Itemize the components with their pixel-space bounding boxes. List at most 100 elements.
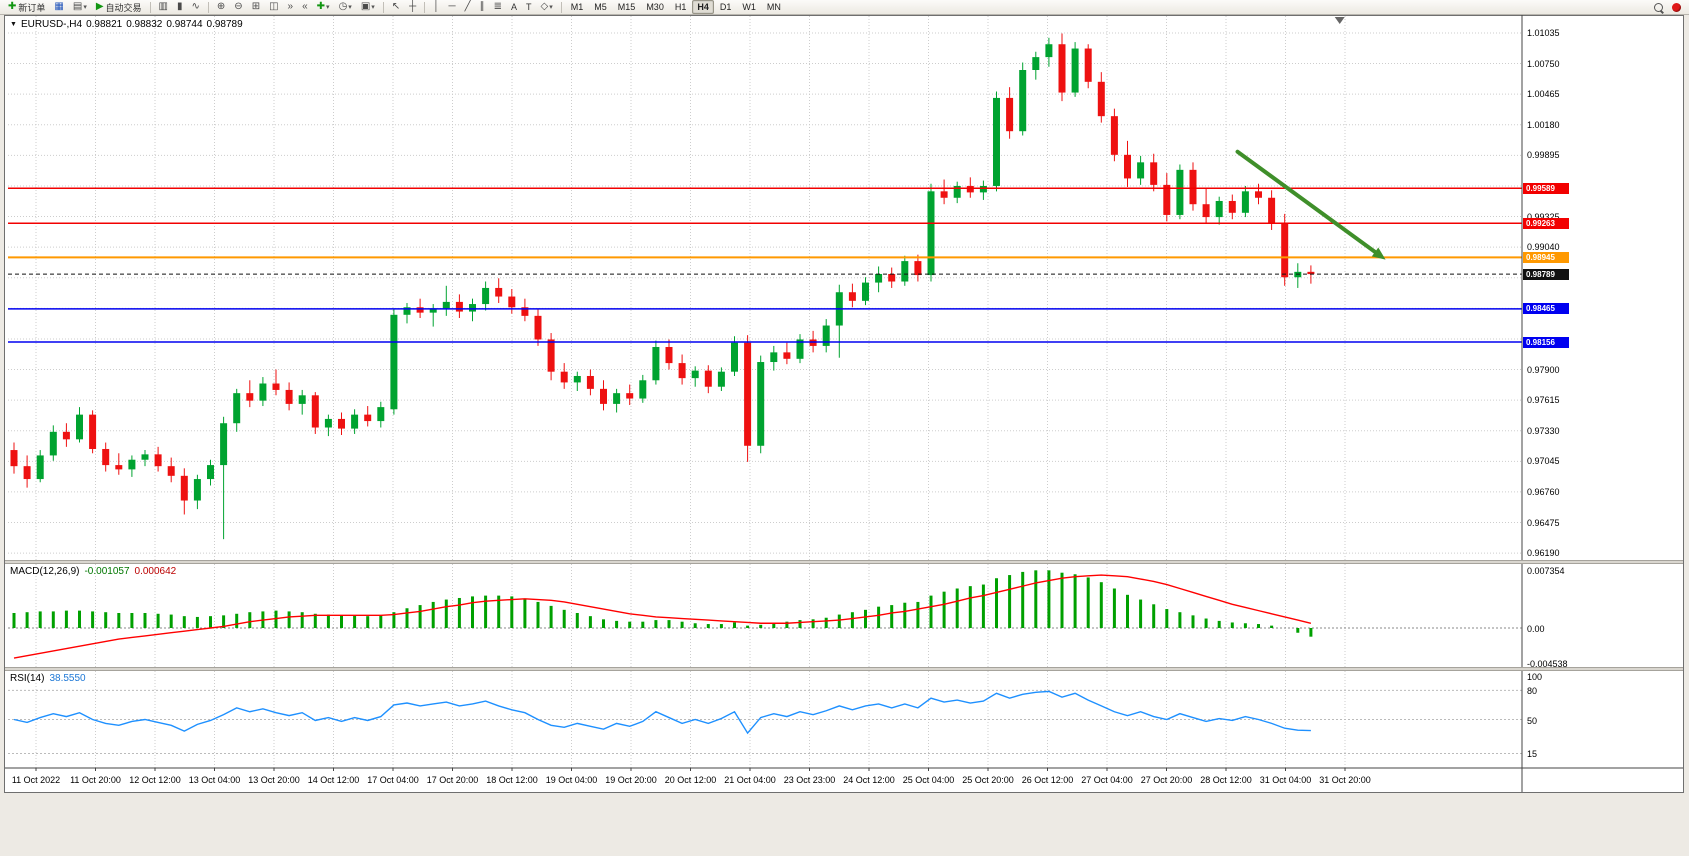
time-axis-label: 19 Oct 04:00: [545, 775, 598, 785]
bid-price-badge: 0.98789: [1523, 268, 1569, 280]
panel-separator-rsi[interactable]: [5, 667, 1683, 671]
search-button[interactable]: [1650, 0, 1667, 15]
macd-main-value: -0.001057: [84, 566, 130, 577]
shapes-dropdown-icon: ▾: [549, 3, 553, 11]
periods-button[interactable]: ◷ ▾: [335, 0, 356, 15]
ohlc-low: 0.98744: [166, 19, 203, 30]
fibonacci-tool-button[interactable]: ≣: [490, 0, 506, 15]
price-line-badge[interactable]: 0.98156: [1523, 336, 1569, 348]
price-axis-label: 0.97615: [1527, 395, 1560, 406]
cursor-tool-button[interactable]: ↖: [388, 0, 404, 15]
time-axis-label: 25 Oct 20:00: [962, 775, 1014, 785]
time-axis-label: 20 Oct 12:00: [664, 775, 717, 785]
price-axis-label: 0.99895: [1527, 150, 1560, 161]
periods-icon: ◷: [338, 1, 348, 12]
cascade-windows-icon: ◫: [269, 1, 279, 12]
chart-window[interactable]: [4, 15, 1684, 793]
cursor-icon: ↖: [391, 1, 401, 12]
text-tool-label: A: [511, 2, 518, 12]
zoom-out-button[interactable]: ⊖: [230, 0, 246, 15]
text-label-tool-label: T: [526, 2, 532, 12]
notification-button[interactable]: [1668, 0, 1685, 15]
price-axis-label: 0.99040: [1527, 242, 1560, 253]
price-line-badge[interactable]: 0.98465: [1523, 303, 1569, 315]
timeframe-button-M15[interactable]: M15: [617, 2, 636, 12]
bar-chart-button[interactable]: ▥: [155, 0, 172, 15]
text-label-tool-button[interactable]: T: [522, 0, 536, 15]
horizontal-line-icon: ─: [448, 1, 456, 12]
timeframe-button-M1[interactable]: M1: [570, 2, 584, 12]
price-axis-label: 1.00750: [1527, 58, 1560, 69]
tile-windows-button[interactable]: ⊞: [248, 0, 264, 15]
indicators-add-icon: ✚: [316, 1, 326, 12]
macd-axis-label: 0.007354: [1527, 565, 1565, 576]
timeframe-button-H4[interactable]: H4: [692, 0, 714, 14]
time-axis-label: 21 Oct 04:00: [724, 775, 776, 785]
text-tool-button[interactable]: A: [507, 0, 521, 15]
rsi-axis-label: 15: [1527, 749, 1538, 760]
cascade-windows-button[interactable]: ◫: [265, 0, 282, 15]
profiles-button[interactable]: ▤ ▾: [69, 0, 91, 15]
price-axis-label: 1.00180: [1527, 119, 1560, 130]
rsi-axis-label: 50: [1527, 715, 1538, 726]
timeframe-button-W1[interactable]: W1: [742, 2, 756, 12]
price-line-badge[interactable]: 0.99263: [1523, 217, 1569, 229]
panel-separator-macd[interactable]: [5, 560, 1683, 564]
shapes-icon: ◇: [540, 1, 549, 12]
vertical-line-tool-button[interactable]: │: [429, 0, 443, 15]
ohlc-high: 0.98832: [126, 19, 163, 30]
new-chart-icon: ▦: [54, 1, 64, 12]
toolbar-separator: [560, 1, 562, 13]
zoom-in-button[interactable]: ⊕: [213, 0, 229, 15]
trendline-tool-button[interactable]: ╱: [461, 0, 475, 15]
price-axis-label: 0.96190: [1527, 548, 1560, 559]
tile-windows-icon: ⊞: [251, 1, 261, 12]
templates-button[interactable]: ▣ ▾: [357, 0, 379, 15]
time-axis-label: 17 Oct 04:00: [367, 775, 419, 785]
macd-axis-label: -0.004538: [1527, 659, 1568, 669]
autotrading-button[interactable]: ▶ 自动交易: [92, 0, 146, 15]
shapes-tool-button[interactable]: ◇ ▾: [537, 0, 557, 15]
ohlc-open: 0.98821: [86, 19, 123, 30]
channel-tool-button[interactable]: ∥: [476, 0, 489, 15]
rsi-axis-label: 100: [1527, 672, 1543, 682]
indicators-dropdown-icon: ▾: [326, 3, 330, 11]
line-chart-button[interactable]: ∿: [188, 0, 204, 15]
profiles-icon: ▤: [72, 1, 83, 12]
toolbar-separator: [149, 1, 151, 13]
auto-scroll-button[interactable]: »: [284, 0, 298, 15]
main-toolbar: ✚ 新订单 ▦ ▤ ▾ ▶ 自动交易 ▥ ▮ ∿ ⊕ ⊖ ⊞ ◫ » « ✚ ▾: [0, 0, 1689, 15]
price-line-badge[interactable]: 0.99589: [1523, 182, 1569, 194]
timeframe-button-D1[interactable]: D1: [719, 2, 732, 12]
price-axis-label: 0.99325: [1527, 211, 1560, 222]
fibonacci-icon: ≣: [493, 1, 503, 12]
crosshair-icon: ┼: [409, 1, 417, 12]
timeframe-button-H1[interactable]: H1: [674, 2, 687, 12]
rsi-label: RSI(14): [10, 673, 45, 684]
time-axis-label: 13 Oct 04:00: [188, 775, 241, 785]
indicators-button[interactable]: ✚ ▾: [313, 0, 334, 15]
timeframe-button-M30[interactable]: M30: [646, 2, 664, 12]
zoom-out-icon: ⊖: [234, 1, 243, 12]
new-order-icon: ✚: [8, 1, 17, 12]
candlestick-chart-button[interactable]: ▮: [173, 0, 187, 15]
price-line-badge[interactable]: 0.98945: [1523, 251, 1569, 263]
horizontal-line-tool-button[interactable]: ─: [445, 0, 460, 15]
time-axis-label: 17 Oct 20:00: [426, 775, 479, 785]
timeframe-button-MN[interactable]: MN: [766, 2, 781, 12]
time-axis-label: 27 Oct 20:00: [1140, 775, 1193, 785]
new-order-button[interactable]: ✚ 新订单: [4, 0, 49, 15]
crosshair-tool-button[interactable]: ┼: [405, 0, 420, 15]
time-axis-label: 11 Oct 20:00: [70, 775, 121, 785]
status-area: [0, 794, 1689, 856]
rsi-title: RSI(14) 38.5550: [10, 673, 91, 684]
new-chart-button[interactable]: ▦: [50, 0, 67, 15]
price-axis-label: 0.97330: [1527, 425, 1560, 436]
chart-menu-triangle-icon[interactable]: ▼: [10, 21, 17, 28]
timeframe-button-M5[interactable]: M5: [594, 2, 607, 12]
templates-dropdown-icon: ▾: [371, 3, 375, 11]
time-axis-label: 26 Oct 12:00: [1021, 775, 1074, 785]
profiles-dropdown-icon: ▾: [83, 3, 87, 11]
chart-shift-button[interactable]: «: [298, 0, 312, 15]
